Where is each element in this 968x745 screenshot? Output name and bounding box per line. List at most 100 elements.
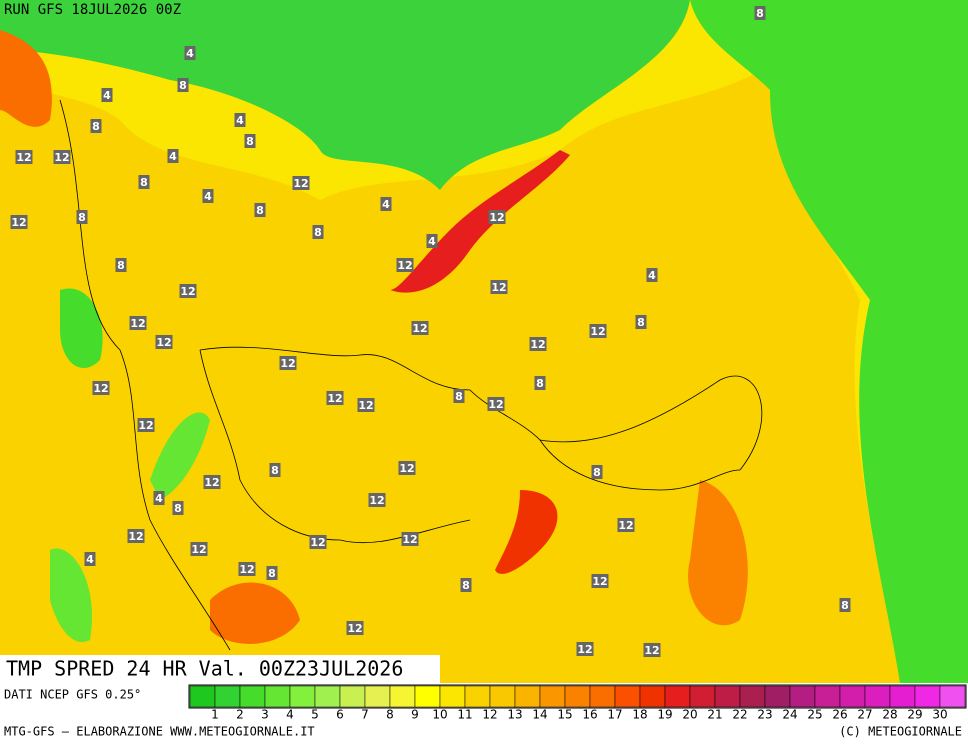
contour-label: 12 [530,338,545,351]
colorbar-box [864,685,891,708]
contour-label-box [84,552,96,566]
hot-streak [495,490,558,574]
contour-label-box [238,562,256,576]
contour-label-box [155,335,173,349]
contour-label-box [76,210,88,224]
contour-label-box [326,391,344,405]
contour-label: 12 [590,325,605,338]
hot-streak [390,150,570,293]
colorbar-box [764,685,791,708]
contour-label-box [92,381,110,395]
arctic-green [0,0,690,190]
contour-label: 12 [130,317,145,330]
colorbar-box [439,685,466,708]
contour-label-box [184,46,196,60]
contour-label-box [190,542,208,556]
contour-label-box [643,643,661,657]
contour-label: 4 [86,553,94,566]
contour-label: 12 [191,543,206,556]
green-patch [60,288,103,369]
contour-label: 12 [11,216,26,229]
contour-label-box [591,465,603,479]
contour-label-box [529,337,547,351]
contour-label-box [591,574,609,588]
contour-label: 12 [402,533,417,546]
contour-label-box [488,210,506,224]
contour-label: 12 [310,536,325,549]
colorbar-box [589,685,616,708]
contour-label-box [172,501,184,515]
contour-label-box [127,529,145,543]
colorbar-label: 13 [507,708,522,722]
contour-label: 12 [156,336,171,349]
colorbar-box [614,685,641,708]
footer-right: (C) METEOGIORNALE [839,725,962,739]
colorbar-box [739,685,766,708]
contour-label-box [244,134,256,148]
contour-label-box [137,418,155,432]
contour-label-box [490,280,508,294]
contour-label: 12 [204,476,219,489]
contour-label-box [138,175,150,189]
colorbar-box [214,685,241,708]
hot-zone [210,582,300,644]
contour-label-box [635,315,647,329]
colorbar-label: 4 [286,708,294,722]
contour-label: 8 [179,79,187,92]
colorbar-box [889,685,916,708]
contour-label: 12 [399,462,414,475]
colorbar-label: 19 [657,708,672,722]
contour-label-box [754,6,766,20]
contour-label: 8 [256,204,264,217]
contour-label: 12 [327,392,342,405]
colorbar-box [564,685,591,708]
colorbar-box [689,685,716,708]
colorbar-box [664,685,691,708]
contour-label-box [309,535,327,549]
contour-label: 12 [128,530,143,543]
contour-label-box [426,234,438,248]
contour-label: 4 [186,47,194,60]
colorbar-box [789,685,816,708]
colorbar-label: 25 [807,708,822,722]
footer-left: MTG-GFS — ELABORAZIONE WWW.METEOGIORNALE… [4,725,315,739]
contour-label: 8 [271,464,279,477]
colorbar-box [914,685,941,708]
contour-label-box [460,578,472,592]
contour-label: 8 [455,390,463,403]
contour-label: 8 [637,316,645,329]
colorbar-box [314,685,341,708]
contour-label: 12 [347,622,362,635]
contour-label-box [203,475,221,489]
contour-label-box [576,642,594,656]
contour-label-box [368,493,386,507]
contour-label-box [115,258,127,272]
colorbar-label: 12 [482,708,497,722]
contour-label-box [254,203,266,217]
contour-label-box [269,463,281,477]
contour-label: 12 [180,285,195,298]
colorbar-label: 18 [632,708,647,722]
contour-label: 4 [382,198,390,211]
contour-label-box [396,258,414,272]
colorbar-label: 10 [432,708,447,722]
colorbar-label: 16 [582,708,597,722]
colorbar-label: 17 [607,708,622,722]
colorbar-label: 6 [336,708,344,722]
colorbar-label: 11 [457,708,472,722]
contour-label: 12 [644,644,659,657]
contour-label: 8 [593,466,601,479]
colorbar-label: 29 [907,708,922,722]
contour-label: 12 [491,281,506,294]
source-label: DATI NCEP GFS 0.25° [4,688,141,702]
colorbar-label: 7 [361,708,369,722]
contour-label: 4 [103,89,111,102]
contour-label: 4 [428,235,436,248]
run-label: RUN GFS 18JUL2026 00Z [4,2,181,18]
colorbar-label: 24 [782,708,797,722]
contour-label-box [617,518,635,532]
colorbar-label: 27 [857,708,872,722]
green-patch [150,412,210,500]
map-title: TMP SPRED 24 HR Val. 00Z23JUL2026 [6,657,403,681]
colorbar-label: 30 [932,708,947,722]
